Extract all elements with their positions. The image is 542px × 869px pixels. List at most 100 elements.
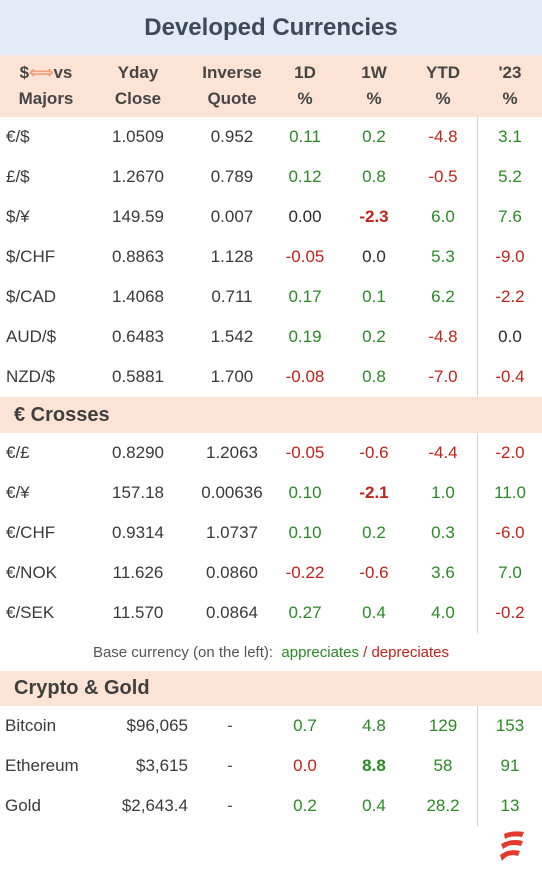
cell-w1: 0.4 (362, 796, 386, 815)
cell-close: 1.4068 (112, 287, 164, 306)
cell-w1: 0.1 (362, 287, 386, 306)
table-row: £/$ 1.2670 0.789 0.12 0.8 -0.5 5.2 (0, 157, 542, 197)
header-pair: $⟺vs Majors (18, 63, 74, 108)
cell-name: Ethereum (5, 756, 79, 775)
table-row: €/NOK 11.626 0.0860 -0.22 -0.6 3.6 7.0 (0, 553, 542, 593)
header-yday-close: Yday Close (114, 63, 162, 108)
cell-close: $2,643.4 (121, 796, 188, 815)
cell-y23: -2.2 (495, 287, 525, 306)
cell-ytd: 58 (433, 756, 453, 775)
table-row: AUD/$ 0.6483 1.542 0.19 0.2 -4.8 0.0 (0, 317, 542, 357)
legend-separator: / (363, 643, 368, 661)
cell-d1: 0.27 (288, 603, 322, 622)
crosses-table: €/£ 0.8290 1.2063 -0.05 -0.6 -4.4 -2.0 €/¥ 157.1… (0, 433, 542, 633)
cell-close: 1.0509 (112, 127, 164, 146)
cell-ytd: -7.0 (428, 367, 458, 386)
table-row: Bitcoin $96,065 - 0.7 4.8 129 153 (0, 706, 542, 746)
cell-close: 1.2670 (112, 167, 164, 186)
column-divider (477, 117, 478, 397)
cell-ytd: -4.8 (428, 327, 458, 346)
table-row: $/¥ 149.59 0.007 0.00 -2.3 6.0 7.6 (0, 197, 542, 237)
cell-y23: -9.0 (495, 247, 525, 266)
cell-y23: 153 (495, 716, 525, 735)
cell-close: $96,065 (126, 716, 188, 735)
legend-prefix: Base currency (on the left): (92, 643, 274, 661)
cell-d1: 0.11 (289, 127, 321, 146)
cell-y23: 13 (500, 796, 520, 815)
cell-pair: €/CHF (6, 523, 56, 542)
cell-y23: -0.2 (495, 603, 525, 622)
cell-y23: -0.4 (495, 367, 525, 386)
cell-w1: 4.8 (362, 716, 386, 735)
cell-pair: €/¥ (6, 483, 30, 502)
cell-inverse: 0.0860 (206, 563, 258, 582)
cell-inverse: 0.952 (210, 127, 254, 146)
cell-ytd: 6.0 (431, 207, 455, 226)
cell-ytd: 5.3 (431, 247, 455, 266)
cell-y23: 0.0 (498, 327, 522, 346)
flame-logo-icon (498, 830, 526, 864)
cell-close: 0.9314 (112, 523, 164, 542)
cell-w1: -0.6 (359, 443, 389, 462)
cell-pair: €/SEK (6, 603, 55, 622)
header-inverse-quote: Inverse Quote (202, 63, 262, 108)
cell-pair: $/CAD (6, 287, 57, 306)
cell-y23: -6.0 (495, 523, 525, 542)
header-ytd: YTD% (426, 63, 460, 108)
legend-depreciates: depreciates (371, 643, 450, 661)
cell-w1: -2.3 (359, 207, 389, 226)
cell-close: 0.6483 (112, 327, 164, 346)
crypto-section-title: Crypto & Gold (0, 671, 542, 706)
cell-close: 11.570 (112, 603, 164, 622)
cell-d1: 0.00 (288, 207, 322, 226)
cell-w1: 0.2 (362, 127, 386, 146)
cell-close: 149.59 (112, 207, 164, 226)
cell-y23: -2.0 (495, 443, 525, 462)
table-title: Developed Currencies (0, 0, 542, 55)
header-2023: '23% (498, 63, 522, 108)
table-row: $/CHF 0.8863 1.128 -0.05 0.0 5.3 -9.0 (0, 237, 542, 277)
cell-inverse: - (227, 756, 233, 775)
cell-pair: €/£ (6, 443, 30, 462)
cell-ytd: 28.2 (426, 796, 460, 815)
cell-d1: 0.12 (288, 167, 322, 186)
cell-w1: 0.4 (362, 603, 386, 622)
cell-y23: 5.2 (498, 167, 522, 186)
column-divider (477, 433, 478, 633)
cell-w1: 8.8 (362, 756, 386, 775)
cell-inverse: 0.007 (210, 207, 254, 226)
cell-ytd: 6.2 (431, 287, 455, 306)
table-row: $/CAD 1.4068 0.711 0.17 0.1 6.2 -2.2 (0, 277, 542, 317)
cell-y23: 7.0 (498, 563, 522, 582)
cell-pair: €/$ (6, 127, 30, 146)
cell-inverse: 1.2063 (206, 443, 258, 462)
cell-pair: €/NOK (6, 563, 58, 582)
cell-y23: 7.6 (498, 207, 522, 226)
legend-appreciates: appreciates (281, 643, 359, 661)
cell-d1: 0.10 (288, 483, 322, 502)
cell-ytd: 3.6 (431, 563, 455, 582)
cell-d1: -0.05 (285, 247, 325, 266)
cell-d1: 0.2 (293, 796, 317, 815)
cell-pair: NZD/$ (6, 367, 56, 386)
table-row: €/SEK 11.570 0.0864 0.27 0.4 4.0 -0.2 (0, 593, 542, 633)
cell-w1: 0.8 (362, 167, 386, 186)
cell-w1: -2.1 (359, 483, 389, 502)
cell-d1: 0.17 (288, 287, 322, 306)
cell-w1: 0.8 (362, 367, 386, 386)
cell-pair: £/$ (6, 167, 30, 186)
cell-inverse: 0.00636 (201, 483, 263, 502)
cell-y23: 91 (500, 756, 520, 775)
crypto-table: Bitcoin $96,065 - 0.7 4.8 129 153 Ethereum $3,61… (0, 706, 542, 826)
cell-d1: -0.22 (285, 563, 325, 582)
cell-inverse: 0.711 (211, 287, 253, 306)
cell-w1: 0.2 (362, 327, 386, 346)
cell-d1: 0.7 (293, 716, 317, 735)
header-1w: 1W% (361, 63, 387, 108)
cell-y23: 3.1 (498, 127, 522, 146)
cell-d1: 0.19 (288, 327, 322, 346)
cell-d1: -0.08 (285, 367, 325, 386)
cell-inverse: 1.128 (210, 247, 254, 266)
table-row: Ethereum $3,615 - 0.0 8.8 58 91 (0, 746, 542, 786)
cell-inverse: - (227, 796, 233, 815)
